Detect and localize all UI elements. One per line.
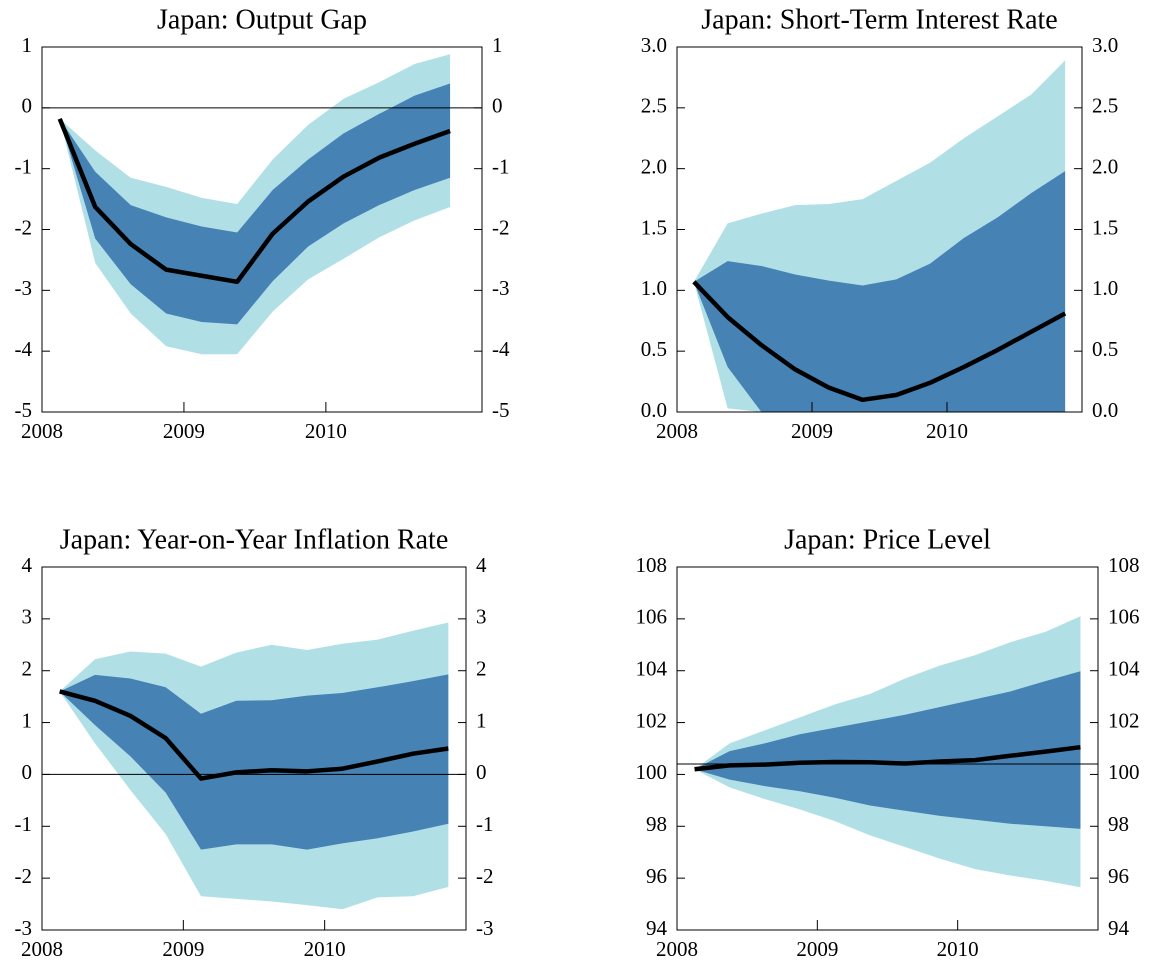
y-tick-label: -1	[15, 812, 33, 836]
x-tick-label: 2010	[937, 937, 979, 961]
y2-tick-label: 96	[1108, 864, 1129, 888]
median-line	[57, 117, 451, 285]
y-tick-label: 2.5	[641, 94, 667, 118]
y2-tick-label: -1	[476, 812, 494, 836]
y2-tick-label: 0	[476, 760, 487, 784]
x-tick-label: 2008	[656, 937, 698, 961]
y2-tick-label: -1	[492, 154, 510, 178]
x-tick-label: 2010	[926, 419, 968, 443]
chart-title: Japan: Short-Term Interest Rate	[701, 4, 1057, 35]
y-tick-label: -2	[15, 864, 33, 888]
plot-area	[692, 60, 1067, 412]
x-tick-label: 2009	[791, 419, 833, 443]
fan-band	[694, 671, 1081, 829]
panel: Japan: Output Gap -5 -5 -4 -4 -3 -3 -2 -2 -1 -1 0 0 1…	[15, 4, 510, 442]
y2-tick-label: 0	[492, 94, 503, 118]
y-tick-label: 104	[636, 657, 668, 681]
y2-tick-label: 2.5	[1092, 94, 1118, 118]
y2-tick-label: -3	[476, 916, 494, 940]
y-tick-label: 100	[636, 760, 668, 784]
y-tick-label: 108	[636, 553, 668, 577]
x-tick-label: 2008	[656, 419, 698, 443]
plot-area	[42, 622, 466, 910]
y2-tick-label: 100	[1108, 760, 1140, 784]
y2-tick-label: 98	[1108, 812, 1129, 836]
y-tick-label: -4	[15, 337, 33, 361]
fan-band	[693, 171, 1066, 412]
y2-tick-label: 0.0	[1092, 398, 1118, 422]
y-tick-label: 98	[646, 812, 667, 836]
y-tick-label: 102	[636, 708, 668, 732]
x-tick-label: 2009	[162, 937, 204, 961]
panel: Japan: Short-Term Interest Rate 0.0 0.0 0.5…	[641, 4, 1119, 442]
x-tick-label: 2008	[21, 937, 63, 961]
y-tick-label: 3	[22, 605, 33, 629]
y-tick-label: 0.0	[641, 398, 667, 422]
x-tick-label: 2010	[305, 419, 347, 443]
plot-frame	[41, 566, 467, 931]
chart-title: Japan: Year-on-Year Inflation Rate	[60, 524, 449, 555]
y-tick-label: 96	[646, 864, 667, 888]
chart-title: Japan: Price Level	[784, 524, 991, 555]
x-tick-label: 2008	[21, 419, 63, 443]
y-tick-label: 1	[22, 33, 33, 57]
y-tick-label: 1.5	[641, 215, 667, 239]
y-tick-label: 1.0	[641, 276, 667, 300]
y2-tick-label: 102	[1108, 708, 1140, 732]
y-tick-label: 106	[636, 605, 668, 629]
y2-tick-label: -2	[476, 864, 494, 888]
y2-tick-label: 2	[476, 657, 487, 681]
y2-tick-label: 1	[492, 33, 503, 57]
y-tick-label: -1	[15, 154, 33, 178]
y2-tick-label: 106	[1108, 605, 1140, 629]
y-tick-label: -2	[15, 215, 33, 239]
y2-tick-label: 108	[1108, 553, 1140, 577]
panel: Japan: Price Level 94 94 96 96 98 98 100 100 102 1…	[636, 524, 1141, 960]
y-tick-label: 0	[22, 94, 33, 118]
y2-tick-label: 104	[1108, 657, 1140, 681]
y2-tick-label: -3	[492, 276, 510, 300]
median-line	[692, 280, 1067, 403]
plot-area	[677, 616, 1098, 888]
y2-tick-label: 1	[476, 708, 487, 732]
y-tick-label: 1	[22, 708, 33, 732]
y-tick-label: 3.0	[641, 33, 667, 57]
y2-tick-label: -5	[492, 398, 510, 422]
y-tick-label: 2.0	[641, 154, 667, 178]
y-tick-label: -5	[15, 398, 33, 422]
y-tick-label: 94	[646, 916, 668, 940]
y2-tick-label: 4	[476, 553, 487, 577]
y2-tick-label: 2.0	[1092, 154, 1118, 178]
y2-tick-label: 0.5	[1092, 337, 1118, 361]
plot-frame	[676, 566, 1099, 931]
y-tick-label: 2	[22, 657, 33, 681]
median-line	[59, 689, 449, 781]
chart-title: Japan: Output Gap	[157, 4, 367, 35]
y2-tick-label: 1.0	[1092, 276, 1118, 300]
y-tick-label: 0.5	[641, 337, 667, 361]
x-tick-label: 2009	[163, 419, 205, 443]
median-line	[694, 744, 1081, 772]
y2-tick-label: -4	[492, 337, 510, 361]
fan-band	[59, 674, 449, 850]
y2-tick-label: 1.5	[1092, 215, 1118, 239]
plot-area	[42, 54, 482, 355]
x-tick-label: 2010	[304, 937, 346, 961]
y2-tick-label: 3	[476, 605, 487, 629]
panel: Japan: Year-on-Year Inflation Rate -3 -3 -2…	[15, 524, 494, 960]
y-tick-label: 4	[22, 553, 33, 577]
y2-tick-label: 3.0	[1092, 33, 1118, 57]
y2-tick-label: 94	[1108, 916, 1130, 940]
y-tick-label: -3	[15, 916, 33, 940]
y-tick-label: -3	[15, 276, 33, 300]
y-tick-label: 0	[22, 760, 33, 784]
x-tick-label: 2009	[796, 937, 838, 961]
y2-tick-label: -2	[492, 215, 510, 239]
